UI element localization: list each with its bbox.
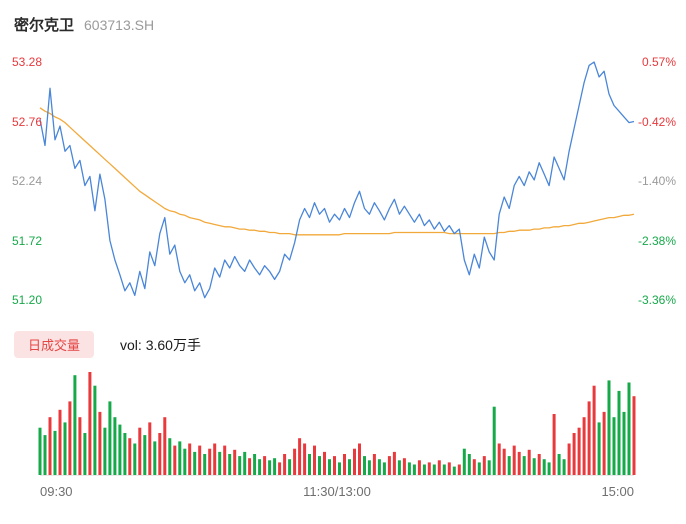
time-axis-label-noon: 11:30/13:00: [303, 484, 371, 499]
daily-volume-badge[interactable]: 日成交量: [14, 331, 95, 358]
price-axis-label-3: 51.72: [12, 233, 43, 248]
stock-code: 603713.SH: [84, 17, 155, 33]
percent-axis-label-0: 0.57%: [641, 55, 676, 69]
percent-axis-label-2: -1.40%: [637, 174, 676, 188]
stock-name: 密尔克卫: [14, 17, 75, 34]
percent-axis: 0.57% -0.42% -1.40% -2.38% -3.36%: [638, 55, 676, 307]
percent-axis-label-4: -3.36%: [637, 293, 676, 307]
time-axis-label-open: 09:30: [40, 484, 73, 499]
volume-value: vol: 3.60万手: [120, 336, 201, 353]
header: 密尔克卫 603713.SH: [14, 14, 154, 35]
price-axis-label-4: 51.20: [12, 293, 43, 307]
price-axis-label-2: 52.24: [12, 174, 43, 188]
price-axis: 53.28 52.76 52.24 51.72 51.20: [12, 55, 42, 307]
time-axis: 09:30 11:30/13:00 15:00: [40, 484, 634, 499]
percent-axis-label-3: -2.38%: [637, 233, 676, 248]
price-axis-label-0: 53.28: [12, 55, 43, 69]
percent-axis-label-1: -0.42%: [637, 114, 676, 129]
time-axis-label-close: 15:00: [601, 484, 634, 499]
volume-header: 日成交量 vol: 3.60万手: [14, 331, 201, 358]
price-axis-label-1: 52.76: [12, 114, 43, 129]
